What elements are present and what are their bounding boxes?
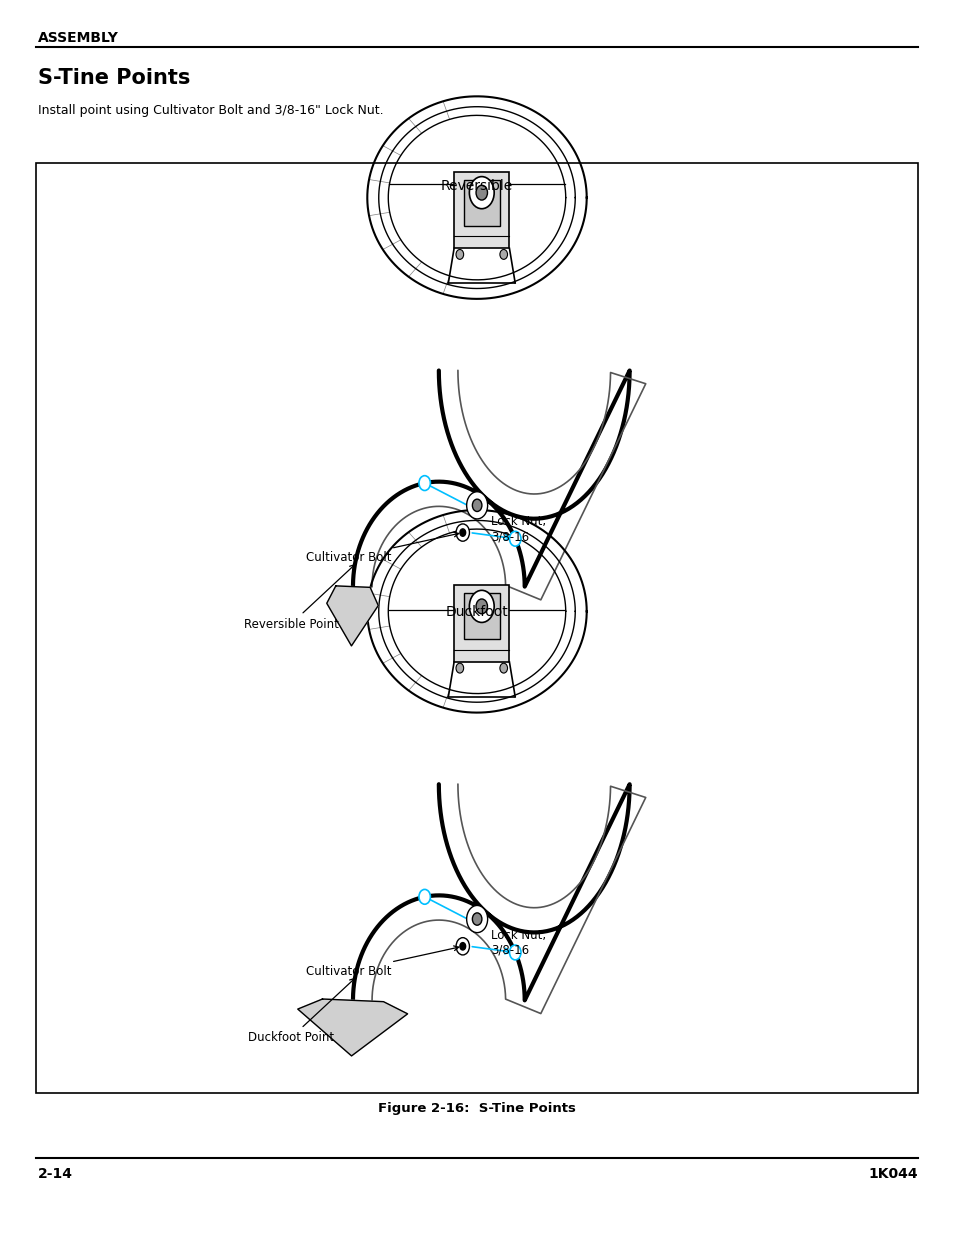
Circle shape bbox=[459, 529, 465, 536]
Text: Cultivator Bolt: Cultivator Bolt bbox=[305, 532, 458, 564]
Circle shape bbox=[476, 599, 487, 614]
Circle shape bbox=[472, 913, 481, 925]
Circle shape bbox=[466, 905, 487, 932]
FancyBboxPatch shape bbox=[36, 163, 917, 1093]
Circle shape bbox=[499, 249, 507, 259]
Circle shape bbox=[469, 590, 494, 622]
Text: Cultivator Bolt: Cultivator Bolt bbox=[305, 946, 458, 978]
Circle shape bbox=[509, 945, 520, 960]
Text: 1K044: 1K044 bbox=[867, 1167, 917, 1181]
Circle shape bbox=[418, 475, 430, 490]
Text: Figure 2-16:  S-Tine Points: Figure 2-16: S-Tine Points bbox=[377, 1102, 576, 1115]
Text: Install point using Cultivator Bolt and 3/8-16" Lock Nut.: Install point using Cultivator Bolt and … bbox=[38, 104, 383, 117]
Circle shape bbox=[472, 499, 481, 511]
Text: Reversible: Reversible bbox=[440, 179, 513, 193]
Circle shape bbox=[456, 663, 463, 673]
Circle shape bbox=[456, 937, 469, 955]
Circle shape bbox=[466, 492, 487, 519]
Bar bbox=[454, 585, 509, 662]
Circle shape bbox=[476, 185, 487, 200]
Circle shape bbox=[499, 663, 507, 673]
Bar bbox=[454, 172, 509, 248]
Circle shape bbox=[456, 524, 469, 541]
Circle shape bbox=[509, 531, 520, 546]
Text: 2-14: 2-14 bbox=[38, 1167, 73, 1181]
Text: Lock Nut,
3/8-16: Lock Nut, 3/8-16 bbox=[491, 515, 546, 543]
Circle shape bbox=[456, 249, 463, 259]
Text: Duckfoot: Duckfoot bbox=[445, 605, 508, 619]
Text: S-Tine Points: S-Tine Points bbox=[38, 68, 191, 88]
Circle shape bbox=[469, 177, 494, 209]
Polygon shape bbox=[327, 585, 378, 646]
Text: Reversible Point: Reversible Point bbox=[243, 564, 355, 631]
Circle shape bbox=[459, 942, 465, 950]
Bar bbox=[463, 179, 499, 226]
Text: ASSEMBLY: ASSEMBLY bbox=[38, 31, 119, 44]
Text: Duckfoot Point: Duckfoot Point bbox=[248, 978, 355, 1045]
Circle shape bbox=[418, 889, 430, 904]
Text: Lock Nut,
3/8-16: Lock Nut, 3/8-16 bbox=[491, 929, 546, 957]
Bar bbox=[463, 593, 499, 640]
Polygon shape bbox=[297, 999, 407, 1056]
